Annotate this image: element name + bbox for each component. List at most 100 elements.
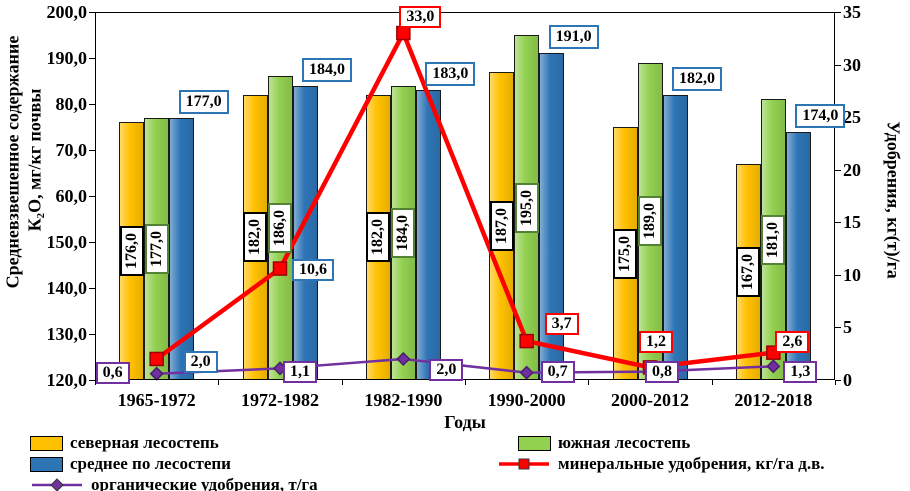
x-axis-tick-mark [835, 380, 836, 385]
legend-item: северная лесостепь [30, 434, 219, 452]
legend-item: среднее по лесостепи [30, 455, 231, 473]
y-axis-left-tick-mark [89, 104, 95, 105]
y-axis-right-tick-mark [835, 327, 841, 329]
legend-label: минеральные удобрения, кг/га д.в. [558, 454, 825, 473]
y-axis-left-tick-mark [89, 196, 95, 197]
y-axis-left-tick-mark [89, 380, 95, 381]
line-data-label: 1,3 [783, 361, 818, 384]
line-data-label: 2,0 [429, 358, 464, 381]
x-axis-tick-mark [588, 380, 590, 385]
y-axis-right-tick-mark [835, 64, 841, 66]
line-data-label: 10,6 [292, 258, 334, 281]
left-axis-title-line1: Средневзвешенное содержание [2, 35, 23, 289]
y-axis-right-tick-label: 30 [843, 54, 861, 75]
x-axis-tick-label: 2012-2018 [734, 390, 813, 410]
x-axis-tick-label: 1972-1982 [241, 390, 319, 410]
y-axis-left-tick-label: 80,0 [55, 94, 88, 114]
y-axis-left-tick-label: 140,0 [46, 278, 88, 298]
bar-label: 191,0 [548, 25, 599, 50]
bar-label: 184,0 [302, 57, 352, 82]
bar-label: 167,0 [736, 246, 761, 297]
bar-label: 183,0 [425, 62, 476, 87]
bar-label: 174,0 [795, 103, 846, 128]
y-axis-right-tick-mark [835, 274, 841, 276]
x-axis-tick-label: 1990-2000 [487, 390, 566, 410]
right-axis-title: Удобрения, кг(т)/га [883, 121, 904, 279]
legend-swatch-line [499, 458, 549, 470]
bar-label: 195,0 [514, 182, 539, 233]
x-axis-tick-label: 1965-1972 [117, 390, 196, 410]
legend-label: южная лесостепь [558, 433, 691, 452]
square-marker [396, 25, 411, 41]
bar-label: 177,0 [178, 89, 229, 114]
legend-label: северная лесостепь [70, 433, 219, 452]
bar-label: 182,0 [243, 212, 267, 263]
y-axis-right-tick-label: 20 [843, 159, 861, 180]
line-data-label: 0,6 [95, 361, 130, 384]
legend-label: органические удобрения, т/га [91, 475, 318, 491]
line-data-label: 0,7 [540, 360, 575, 383]
legend-label: среднее по лесостепи [70, 454, 231, 473]
legend-swatch-line [32, 478, 82, 491]
x-axis-tick-mark [95, 380, 96, 385]
line-data-label: 1,2 [639, 331, 673, 354]
x-axis-tick-mark [341, 380, 343, 385]
bar-label: 176,0 [119, 226, 144, 277]
bar-label: 181,0 [761, 214, 786, 265]
bar-series-2 [415, 90, 441, 380]
y-axis-left-tick-label: 190,0 [46, 48, 88, 68]
legend-swatch-bar [30, 456, 63, 472]
line-data-label: 1,1 [283, 361, 317, 384]
y-axis-left-tick-mark [89, 58, 95, 59]
y-axis-right-tick-mark [835, 222, 841, 224]
y-axis-left-tick-label: 200,0 [46, 2, 88, 22]
legend-item: южная лесостепь [518, 434, 690, 452]
line-data-label: 2,6 [775, 330, 810, 353]
y-axis-left-tick-mark [89, 288, 95, 289]
y-axis-right-tick-mark [835, 169, 841, 171]
bar-label: 189,0 [638, 196, 662, 247]
bar-label: 187,0 [489, 200, 514, 251]
y-axis-left-tick-mark [89, 334, 95, 335]
x-axis-tick-mark [711, 380, 713, 385]
y-axis-right-tick-label: 10 [843, 264, 861, 285]
x-axis-tick-mark [218, 380, 220, 385]
line-data-label: 2,0 [183, 350, 218, 373]
x-axis-tick-mark [465, 380, 466, 385]
diamond-marker-icon [50, 478, 64, 491]
y-axis-left-tick-mark [89, 12, 95, 13]
x-axis-tick-label: 2000-2012 [611, 390, 689, 410]
y-axis-right-tick-mark [835, 380, 841, 381]
square-marker-icon [518, 458, 530, 470]
y-axis-left-tick-label: 150,0 [46, 232, 88, 252]
y-axis-right-tick-label: 35 [843, 2, 861, 22]
y-axis-right-tick-mark [835, 12, 841, 13]
y-axis-right-tick-label: 15 [843, 212, 861, 233]
legend-item: минеральные удобрения, кг/га д.в. [497, 455, 825, 473]
y-axis-left-tick-label: 60,0 [55, 186, 88, 206]
legend-item: органические удобрения, т/га [30, 476, 318, 491]
bar-label: 186,0 [268, 203, 292, 254]
y-axis-left-tick-mark [89, 150, 95, 151]
bar-label: 182,0 [366, 212, 391, 263]
bar-label: 177,0 [144, 223, 169, 274]
bar-label: 184,0 [391, 207, 416, 258]
y-axis-left-tick-mark [89, 242, 95, 243]
bar-label: 182,0 [672, 66, 722, 91]
y-axis-right-tick-label: 25 [843, 107, 861, 128]
line-data-label: 0,8 [645, 360, 679, 383]
legend-swatch-bar [30, 435, 63, 451]
bar-label: 175,0 [613, 228, 637, 279]
x-axis-tick-label: 1982-1990 [364, 390, 443, 410]
y-axis-right-tick-label: 0 [843, 370, 852, 390]
line-data-label: 3,7 [544, 313, 579, 336]
bar-series-2 [292, 85, 318, 380]
y-axis-left-tick-label: 120,0 [46, 370, 88, 390]
y-axis-right-tick-label: 5 [843, 317, 852, 338]
y-axis-left-tick-label: 70,0 [55, 140, 88, 160]
bar-series-2 [169, 117, 195, 380]
y-axis-left-tick-label: 130,0 [46, 324, 88, 344]
legend-swatch-bar [518, 435, 551, 451]
line-data-label: 33,0 [399, 6, 442, 29]
